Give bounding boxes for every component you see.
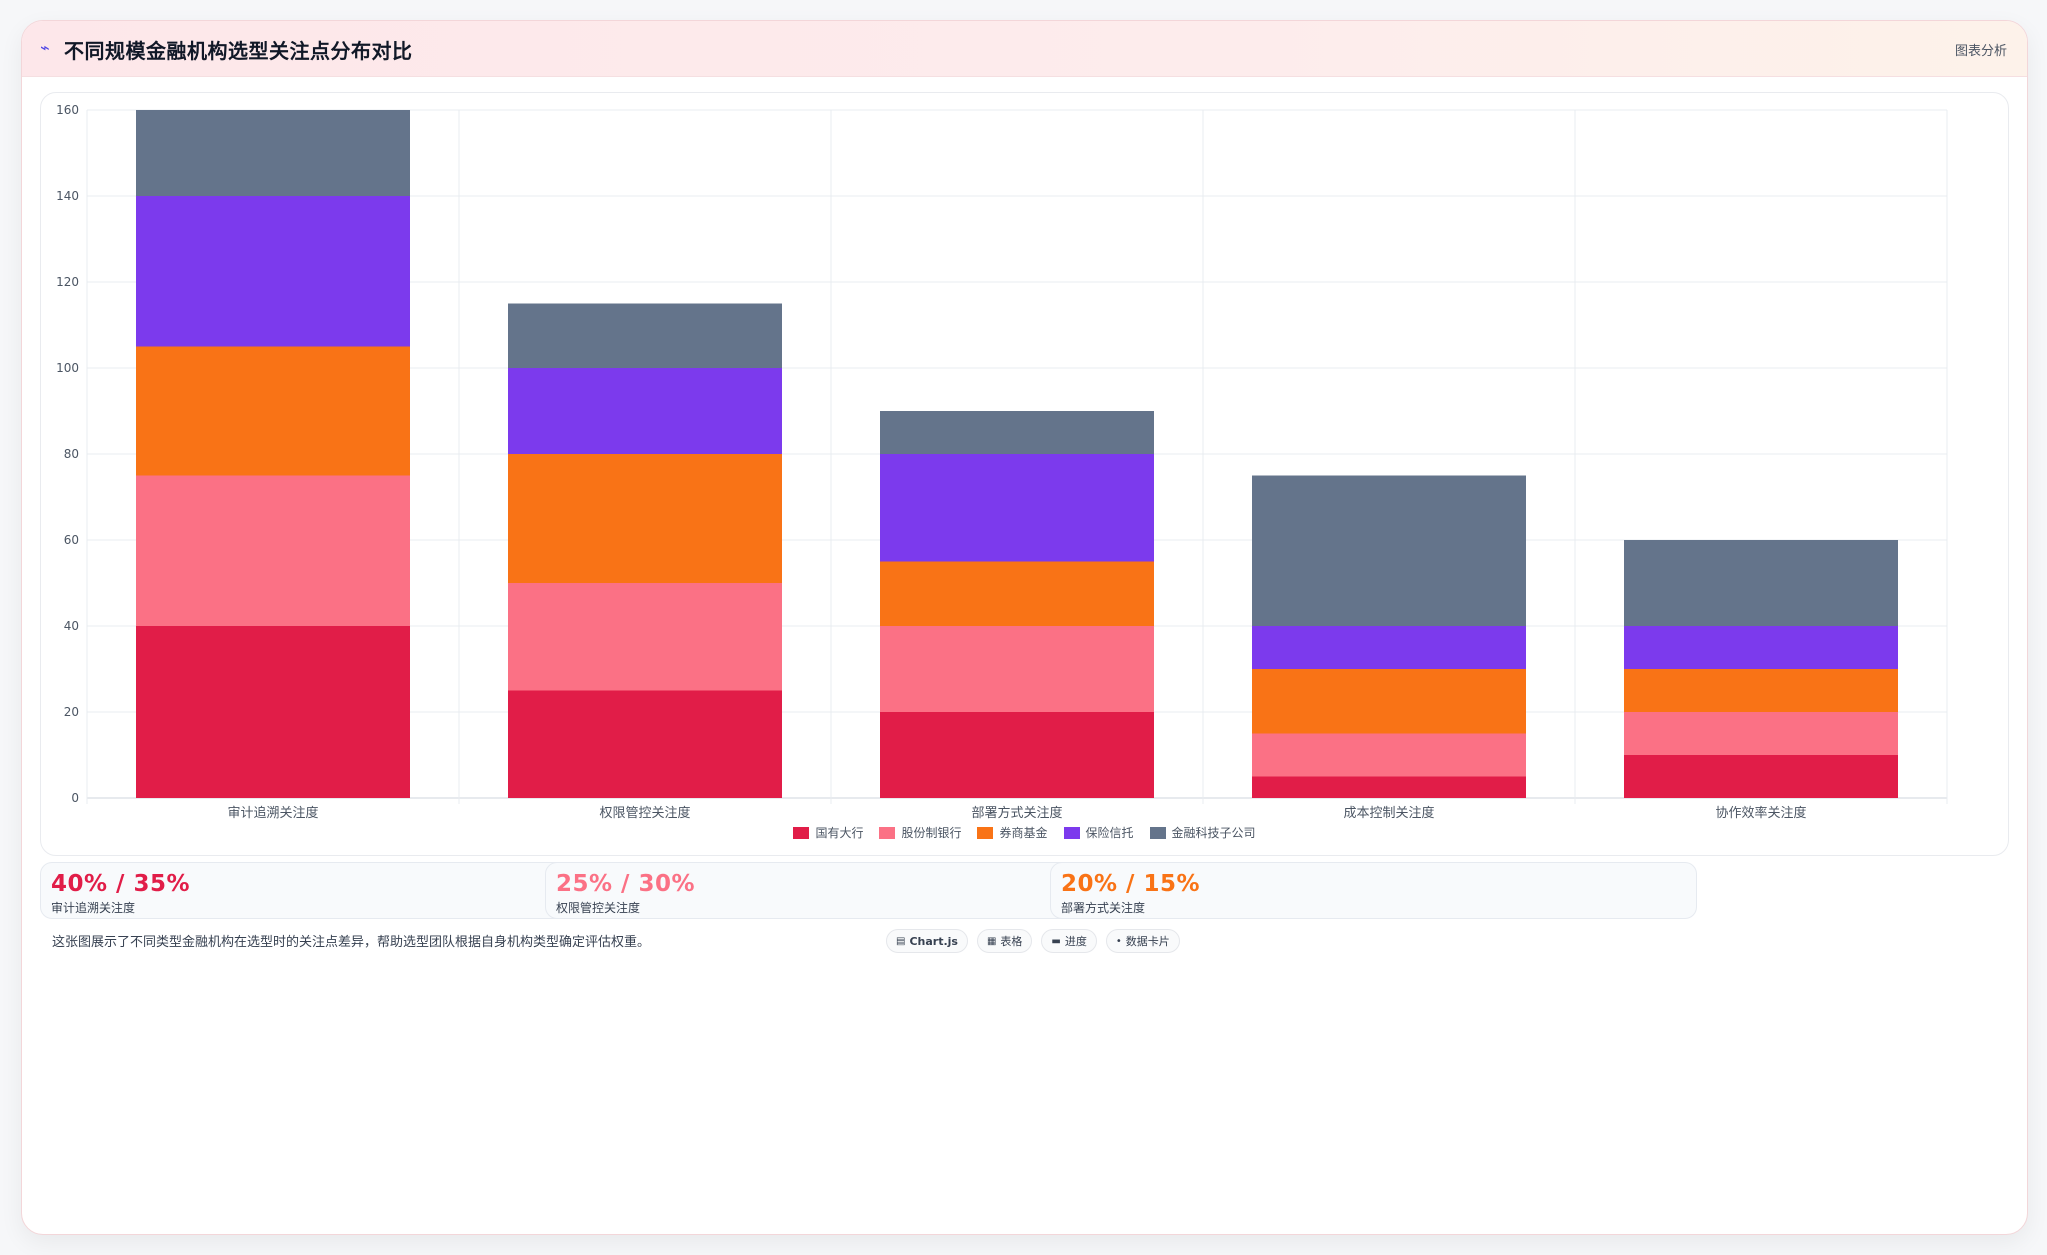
legend-swatch <box>1149 826 1166 839</box>
bar-segment <box>1252 776 1526 798</box>
legend-swatch <box>879 826 896 839</box>
card-header: ⌁ 不同规模金融机构选型关注点分布对比 图表分析 <box>22 21 2027 77</box>
bar-segment <box>136 475 410 626</box>
bar-segment <box>1624 626 1898 669</box>
y-tick-label: 0 <box>71 791 79 805</box>
y-tick-label: 120 <box>56 275 79 289</box>
chip-label: 表格 <box>1000 935 1023 948</box>
chip-progress[interactable]: ▬ 进度 <box>1041 929 1097 953</box>
bar-segment <box>880 411 1154 454</box>
legend-item[interactable]: 保险信托 <box>1063 824 1134 841</box>
y-tick-label: 140 <box>56 189 79 203</box>
legend-label: 股份制银行 <box>901 826 962 840</box>
legend-label: 国有大行 <box>815 826 864 840</box>
table-icon: ▦ <box>986 935 997 947</box>
legend-swatch <box>1063 826 1080 839</box>
bar-segment <box>136 196 410 347</box>
bar-segment <box>1624 755 1898 798</box>
bar-segment <box>508 454 782 583</box>
x-tick-label: 协作效率关注度 <box>1715 805 1806 821</box>
stat-label: 部署方式关注度 <box>1061 901 1146 915</box>
y-tick-label: 60 <box>64 533 79 547</box>
chart-card: ⌁ 不同规模金融机构选型关注点分布对比 图表分析 0 20 40 60 80 100 120… <box>21 20 2028 1235</box>
chart-analysis-link[interactable]: 图表分析 <box>1954 44 2007 59</box>
progress-icon: ▬ <box>1051 935 1061 947</box>
y-tick-label: 160 <box>56 103 79 117</box>
legend-item[interactable]: 券商基金 <box>977 824 1048 841</box>
bar-segment <box>1624 669 1898 712</box>
chip-chartjs[interactable]: ▤ Chart.js <box>886 929 968 953</box>
chart-line-icon: ⌁ <box>40 38 50 57</box>
legend-item[interactable]: 股份制银行 <box>879 824 961 841</box>
x-tick-label: 审计追溯关注度 <box>227 805 318 821</box>
bar-segment <box>1252 733 1526 777</box>
y-tick-label: 20 <box>64 705 79 719</box>
stat-value: 20% / 15% <box>1061 871 1201 897</box>
chip-data-card[interactable]: • 数据卡片 <box>1105 929 1180 953</box>
bar-segment <box>136 110 410 196</box>
chip-label: 数据卡片 <box>1125 935 1170 948</box>
bar-segment <box>1252 626 1526 669</box>
y-tick-label: 80 <box>64 447 79 461</box>
legend-label: 保险信托 <box>1085 826 1134 840</box>
legend-label: 金融科技子公司 <box>1171 826 1256 840</box>
chip-table[interactable]: ▦ 表格 <box>976 929 1033 953</box>
bar-segment <box>508 303 782 368</box>
bar-segment <box>1624 712 1898 755</box>
chart-legend: 国有大行 股份制银行 券商基金 保险信托 金融科技子公司 <box>41 824 2008 841</box>
legend-item[interactable]: 国有大行 <box>793 824 863 841</box>
chip-label: Chart.js <box>909 934 958 948</box>
chip-label: 进度 <box>1064 935 1087 948</box>
chart-description: 这张图展示了不同类型金融机构在选型时的关注点差异，帮助选型团队根据自身机构类型确… <box>52 935 651 950</box>
bar-segment <box>880 712 1154 798</box>
chart-panel: 0 20 40 60 80 100 120 140 160 审计追溯关注度 权限管控关注度 部署方式关… <box>40 92 2009 856</box>
bar-segment <box>508 690 782 798</box>
tech-chips: ▤ Chart.js ▦ 表格 ▬ 进度 • 数据卡片 <box>886 929 1180 953</box>
bar-segment <box>1252 669 1526 734</box>
legend-label: 券商基金 <box>999 826 1048 840</box>
chart-icon: ▤ <box>896 935 906 947</box>
bar-segment <box>1252 475 1526 626</box>
page-title: 不同规模金融机构选型关注点分布对比 <box>64 39 413 63</box>
bar-segment <box>508 368 782 454</box>
x-tick-label: 成本控制关注度 <box>1343 805 1434 821</box>
bar-segment <box>880 454 1154 562</box>
bar-segment <box>508 583 782 691</box>
x-tick-label: 部署方式关注度 <box>971 805 1062 821</box>
stat-card-deployment: 20% / 15% 部署方式关注度 <box>1050 862 1697 919</box>
stat-label: 权限管控关注度 <box>556 901 641 915</box>
bar-segment <box>136 346 410 476</box>
card-icon: • <box>1115 935 1122 947</box>
stat-value: 40% / 35% <box>51 871 191 897</box>
bar-segment <box>880 561 1154 626</box>
bar-segment <box>880 626 1154 712</box>
y-tick-label: 100 <box>56 361 79 375</box>
legend-item[interactable]: 金融科技子公司 <box>1149 824 1256 841</box>
bar-segment <box>1624 540 1898 626</box>
stat-label: 审计追溯关注度 <box>51 901 136 915</box>
bar-segment <box>136 626 410 798</box>
stat-value: 25% / 30% <box>556 871 696 897</box>
legend-swatch <box>977 826 994 839</box>
legend-swatch <box>793 826 810 839</box>
stacked-bar-chart: 0 20 40 60 80 100 120 140 160 审计追溯关注度 权限管控关注度 部署方式关… <box>56 103 1948 821</box>
y-tick-label: 40 <box>64 619 79 633</box>
x-tick-label: 权限管控关注度 <box>599 805 690 821</box>
